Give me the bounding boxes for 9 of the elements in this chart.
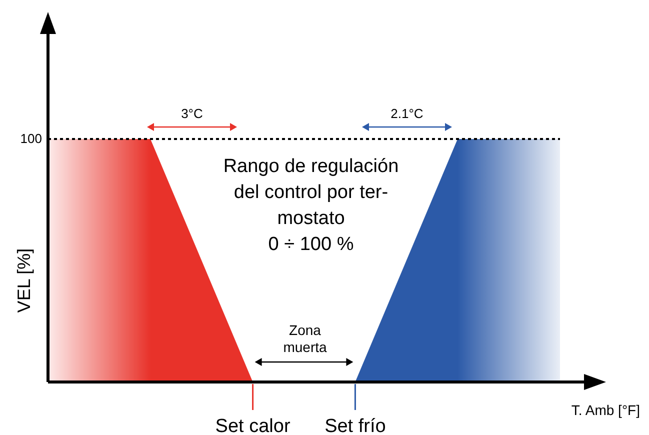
text: 2.1°C <box>390 106 424 121</box>
y-axis-title: VEL [%] <box>14 248 34 313</box>
ref-line-label: 100 <box>20 131 42 146</box>
text: 3°C <box>181 106 203 121</box>
x-tick-label: Set calor <box>215 416 291 435</box>
x-axis-title: T. Amb [°F] <box>571 402 640 418</box>
x-tick-label: Set frío <box>324 416 386 435</box>
annotation: Zona muerta <box>283 322 327 355</box>
annotation: Rango de regulación del control por ter- mostato 0 ÷ 100 % <box>223 156 399 255</box>
